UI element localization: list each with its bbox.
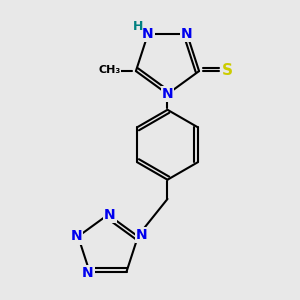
Text: N: N bbox=[181, 27, 193, 41]
Text: N: N bbox=[142, 27, 154, 41]
Text: H: H bbox=[133, 20, 143, 33]
Text: N: N bbox=[136, 228, 147, 242]
Text: N: N bbox=[162, 87, 173, 101]
Text: S: S bbox=[222, 63, 232, 78]
Text: N: N bbox=[104, 208, 116, 222]
Text: N: N bbox=[70, 230, 82, 243]
Text: CH₃: CH₃ bbox=[98, 65, 121, 75]
Text: N: N bbox=[82, 266, 94, 280]
